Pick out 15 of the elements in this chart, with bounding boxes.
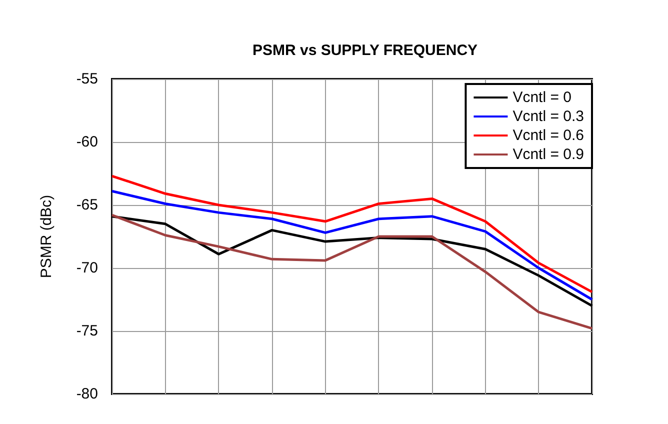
y-tick-label: -60 (76, 134, 98, 150)
legend-label: Vcntl = 0.9 (512, 146, 584, 163)
line-series (110, 190, 594, 301)
line-series (110, 214, 594, 330)
legend-label: Vcntl = 0 (512, 89, 572, 106)
y-tick-label: -65 (76, 196, 98, 214)
y-axis-title: PSMR (dBc) (38, 194, 55, 278)
y-tick-label: -70 (76, 260, 98, 276)
y-tick-label: -75 (76, 322, 98, 340)
legend-label: Vcntl = 0.3 (512, 108, 584, 125)
y-tick-label: -55 (76, 70, 98, 88)
chart-title: PSMR vs SUPPLY FREQUENCY (252, 42, 478, 59)
legend-label: Vcntl = 0.6 (512, 127, 584, 144)
line-series (110, 174, 594, 294)
y-tick-label: -80 (76, 386, 98, 402)
